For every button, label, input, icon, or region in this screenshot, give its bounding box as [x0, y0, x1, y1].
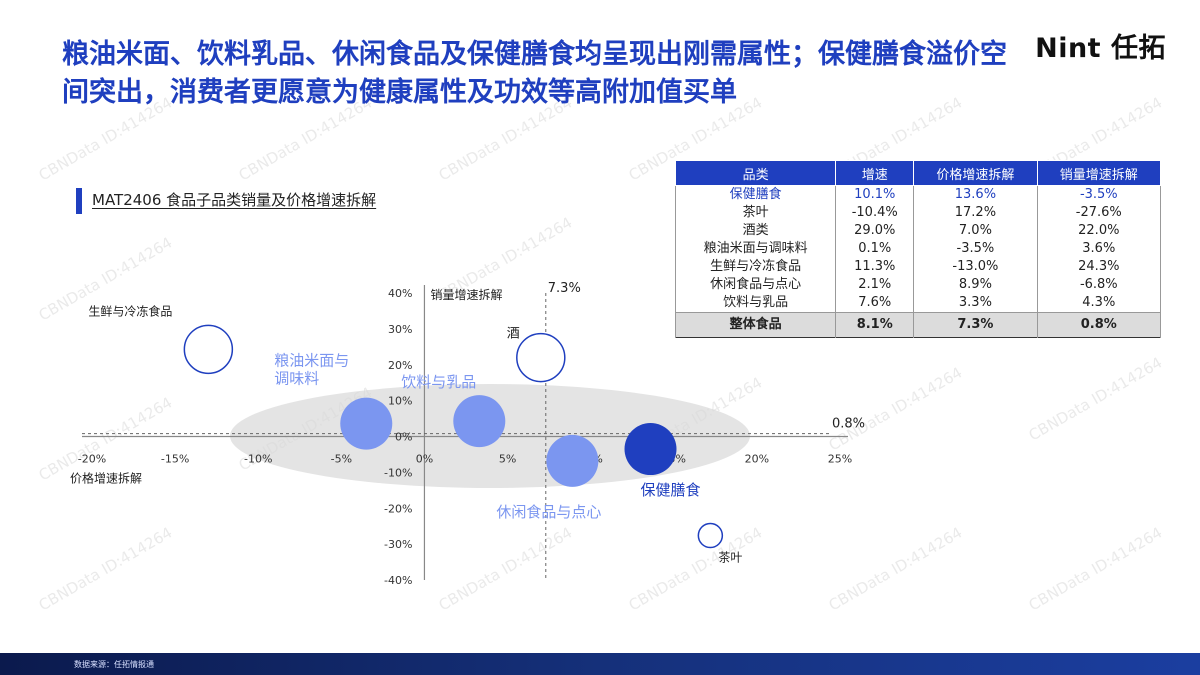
- table-row: 生鲜与冷冻食品 11.3% -13.0% 24.3%: [674, 258, 1162, 276]
- x-tick-label: -5%: [331, 453, 352, 466]
- y-tick-label: 0%: [395, 431, 412, 444]
- table-cell: 粮油米面与调味料: [674, 240, 837, 258]
- table-row: 饮料与乳品 7.6% 3.3% 4.3%: [674, 294, 1162, 313]
- x-tick-label: 25%: [828, 453, 852, 466]
- bubble-point: [697, 522, 724, 549]
- table-cell: 生鲜与冷冻食品: [674, 258, 837, 276]
- table-cell: 7.0%: [913, 222, 1038, 240]
- y-tick-label: -20%: [384, 502, 412, 515]
- bubble-label: 饮料与乳品: [401, 373, 476, 391]
- table-row: 粮油米面与调味料 0.1% -3.5% 3.6%: [674, 240, 1162, 258]
- x-axis-title: 价格增速拆解: [70, 471, 142, 486]
- table-cell: 10.1%: [835, 185, 915, 204]
- table-cell: 2.1%: [835, 276, 915, 294]
- table-cell: -6.8%: [1036, 276, 1162, 294]
- x-tick-label: 0%: [416, 453, 433, 466]
- table-cell: -3.5%: [1036, 185, 1162, 204]
- table-header-cell: 增速: [835, 160, 915, 186]
- bubble-point: [516, 332, 566, 383]
- table-total-cell: 0.8%: [1036, 312, 1162, 338]
- table-header-cell: 价格增速拆解: [913, 160, 1038, 186]
- bubble-point: [624, 423, 677, 476]
- table-cell: -3.5%: [913, 240, 1038, 258]
- table-cell: 0.1%: [835, 240, 915, 258]
- y-tick-label: -40%: [384, 574, 412, 587]
- bubble-point: [453, 395, 506, 448]
- table-cell: 3.6%: [1036, 240, 1162, 258]
- y-tick-label: 20%: [388, 359, 412, 372]
- bubble-label: 粮油米面与: [274, 352, 349, 370]
- bubble-label: 生鲜与冷冻食品: [88, 303, 172, 318]
- table-cell: -27.6%: [1036, 204, 1162, 222]
- table-total-cell: 整体食品: [674, 312, 837, 338]
- table-header-cell: 销量增速拆解: [1036, 160, 1162, 186]
- table-cell: 保健膳食: [674, 185, 837, 204]
- page-title: 粮油米面、饮料乳品、休闲食品及保健膳食均呈现出刚需属性；保健膳食溢价空间突出，消…: [62, 39, 1007, 108]
- y-tick-label: -30%: [384, 538, 412, 551]
- bubble-label: 调味料: [274, 370, 319, 388]
- bubble-point: [340, 397, 393, 450]
- y-tick-label: 10%: [388, 395, 412, 408]
- x-tick-label: -15%: [161, 453, 189, 466]
- table-cell: 茶叶: [674, 204, 837, 222]
- x-tick-label: -10%: [244, 453, 272, 466]
- table-total-cell: 7.3%: [913, 312, 1038, 338]
- table-cell: 11.3%: [835, 258, 915, 276]
- y-tick-label: -10%: [384, 466, 412, 479]
- footer-bar: [0, 653, 1200, 675]
- table-cell: 4.3%: [1036, 294, 1162, 313]
- table-cell: -10.4%: [835, 204, 915, 222]
- y-tick-label: 40%: [388, 287, 412, 300]
- data-table: 品类 增速 价格增速拆解 销量增速拆解 保健膳食 10.1% 13.6% -3.5% 茶叶 -1…: [674, 160, 1162, 338]
- bubble-label: 休闲食品与点心: [496, 503, 601, 521]
- reference-label-y: 0.8%: [832, 417, 865, 432]
- x-tick-label: 20%: [745, 453, 769, 466]
- table-cell: 酒类: [674, 222, 837, 240]
- table-cell: 8.9%: [913, 276, 1038, 294]
- bubble-point: [546, 434, 599, 487]
- table-cell: 3.3%: [913, 294, 1038, 313]
- table-cell: 24.3%: [1036, 258, 1162, 276]
- chart-subtitle: MAT2406 食品子品类销量及价格增速拆解: [92, 191, 377, 209]
- table-cell: 29.0%: [835, 222, 915, 240]
- table-row: 保健膳食 10.1% 13.6% -3.5%: [674, 185, 1162, 204]
- table-row: 茶叶 -10.4% 17.2% -27.6%: [674, 204, 1162, 222]
- source-note: 数据来源：任拓情报通: [74, 660, 154, 669]
- x-tick-label: -20%: [78, 453, 106, 466]
- table-total-row: 整体食品 8.1% 7.3% 0.8%: [674, 312, 1162, 338]
- bubble-label: 保健膳食: [641, 481, 701, 499]
- brand-logo: Nint 任拓: [1035, 33, 1166, 64]
- x-tick-label: 5%: [499, 453, 516, 466]
- table-total-cell: 8.1%: [835, 312, 915, 338]
- table-row: 休闲食品与点心 2.1% 8.9% -6.8%: [674, 276, 1162, 294]
- table-header-cell: 品类: [674, 160, 837, 186]
- table-header-row: 品类 增速 价格增速拆解 销量增速拆解: [674, 160, 1162, 186]
- table-body: 保健膳食 10.1% 13.6% -3.5% 茶叶 -10.4% 17.2% -27.6% 酒类…: [674, 185, 1162, 338]
- y-tick-label: 30%: [388, 323, 412, 336]
- table-cell: 22.0%: [1036, 222, 1162, 240]
- bubble-label: 茶叶: [718, 550, 742, 565]
- bubble-point: [183, 324, 234, 375]
- table-cell: -13.0%: [913, 258, 1038, 276]
- table-row: 酒类 29.0% 7.0% 22.0%: [674, 222, 1162, 240]
- table-cell: 休闲食品与点心: [674, 276, 837, 294]
- table-cell: 13.6%: [913, 185, 1038, 204]
- reference-label-x: 7.3%: [548, 281, 581, 296]
- bubble-label: 酒: [507, 327, 520, 342]
- subtitle-accent-bar: [76, 188, 82, 214]
- y-axis-title: 销量增速拆解: [430, 287, 502, 302]
- table-cell: 17.2%: [913, 204, 1038, 222]
- table-cell: 饮料与乳品: [674, 294, 837, 313]
- table-cell: 7.6%: [835, 294, 915, 313]
